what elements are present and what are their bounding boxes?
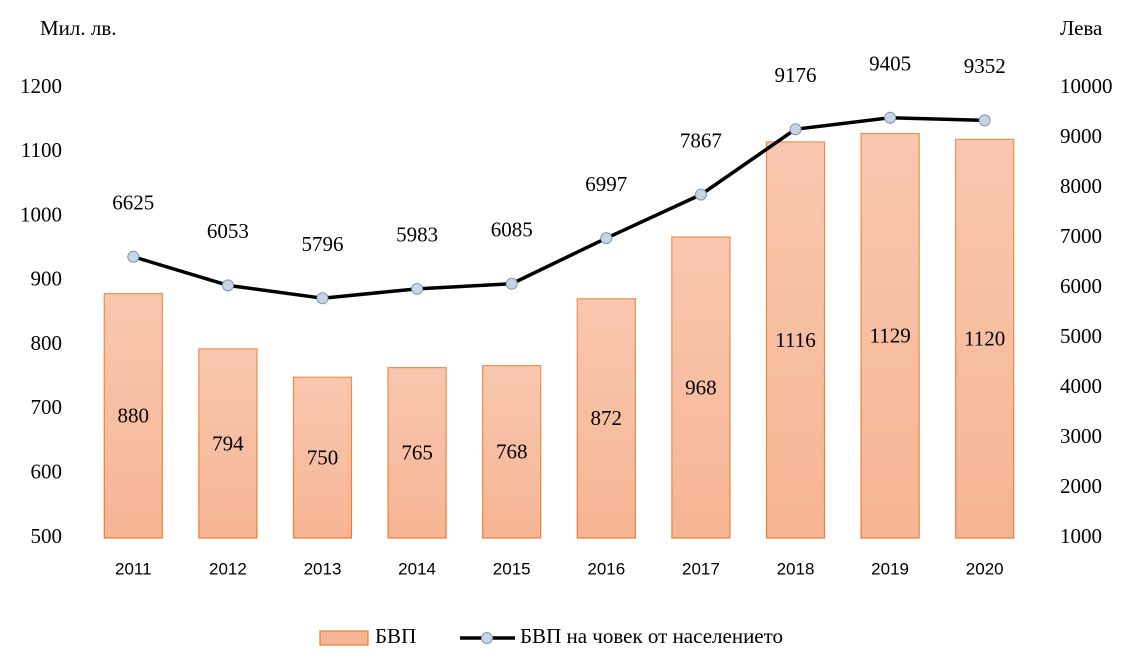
line-value-label: 9352	[964, 54, 1006, 78]
line-marker	[789, 123, 802, 136]
line-value-label: 5796	[302, 232, 344, 256]
legend-marker	[481, 632, 493, 644]
y-tick-label: 1100	[21, 138, 62, 162]
x-tick-label: 2020	[966, 559, 1004, 578]
line-value-label: 7867	[680, 128, 722, 152]
y2-tick-label: 6000	[1060, 274, 1102, 298]
x-tick-label: 2017	[682, 559, 720, 578]
x-tick-label: 2018	[777, 559, 815, 578]
x-tick-label: 2015	[493, 559, 531, 578]
line	[132, 116, 985, 300]
bar-value-label: 1120	[964, 327, 1005, 351]
line-marker	[316, 292, 329, 305]
bar-value-label: 1116	[775, 328, 815, 352]
y2-tick-label: 5000	[1060, 324, 1102, 348]
bar-value-label: 872	[591, 406, 623, 430]
y-tick-label: 800	[31, 331, 63, 355]
y-tick-label: 700	[31, 395, 63, 419]
x-tick-label: 2014	[398, 559, 436, 578]
bar-shine	[482, 365, 541, 538]
x-tick-label: 2012	[209, 559, 247, 578]
line-marker	[127, 250, 140, 263]
bar-value-label: 1129	[869, 324, 910, 348]
y-tick-label: 1200	[20, 74, 62, 98]
y-tick-label: 900	[31, 267, 63, 291]
y2-tick-label: 7000	[1060, 224, 1102, 248]
bar-shine	[955, 139, 1014, 538]
bar-shine	[104, 293, 163, 538]
y-tick-label: 600	[31, 460, 63, 484]
bar-value-label: 768	[496, 440, 528, 464]
y2-axis-label: Лева	[1060, 16, 1103, 40]
line-value-label: 6053	[207, 219, 249, 243]
bar-shine	[388, 367, 447, 538]
line-value-label: 5983	[396, 223, 438, 247]
legend-label: БВП на човек от населението	[520, 624, 783, 648]
line-marker	[600, 232, 613, 245]
y2-tick-label: 9000	[1060, 124, 1102, 148]
y2-tick-label: 10000	[1060, 74, 1113, 98]
legend-label: БВП	[375, 624, 416, 648]
bar-shine	[577, 298, 636, 538]
y-tick-label: 1000	[20, 202, 62, 226]
bar-shine	[861, 133, 920, 538]
line-value-label: 9176	[775, 63, 817, 87]
line-value-label: 6625	[112, 191, 154, 215]
bar-shine	[293, 377, 352, 538]
line-marker	[694, 188, 707, 201]
bar-value-label: 765	[401, 441, 433, 465]
line-marker	[221, 279, 234, 292]
x-tick-label: 2013	[304, 559, 342, 578]
y2-tick-label: 3000	[1060, 424, 1102, 448]
y2-tick-label: 2000	[1060, 474, 1102, 498]
y2-tick-label: 4000	[1060, 374, 1102, 398]
bar-shine	[198, 349, 257, 538]
bar-shine	[671, 237, 730, 538]
bar-value-label: 750	[307, 445, 339, 469]
line-marker	[411, 282, 424, 295]
y-axis-label: Мил. лв.	[40, 16, 117, 40]
y2-tick-label: 1000	[1060, 524, 1102, 548]
x-tick-label: 2016	[587, 559, 625, 578]
line-marker	[978, 114, 991, 127]
y2-tick-label: 8000	[1060, 174, 1102, 198]
x-tick-label: 2019	[871, 559, 909, 578]
line-marker	[884, 111, 897, 124]
bar-value-label: 794	[212, 431, 244, 455]
line-value-label: 6997	[585, 172, 627, 196]
line-value-label: 6085	[491, 218, 533, 242]
legend-swatch	[319, 630, 369, 646]
line-value-label: 9405	[869, 52, 911, 76]
bar-value-label: 968	[685, 375, 717, 399]
x-tick-label: 2011	[115, 559, 152, 578]
line-marker	[505, 277, 518, 290]
bar-shine	[766, 142, 825, 538]
bar-value-label: 880	[118, 404, 150, 428]
y-tick-label: 500	[31, 524, 63, 548]
